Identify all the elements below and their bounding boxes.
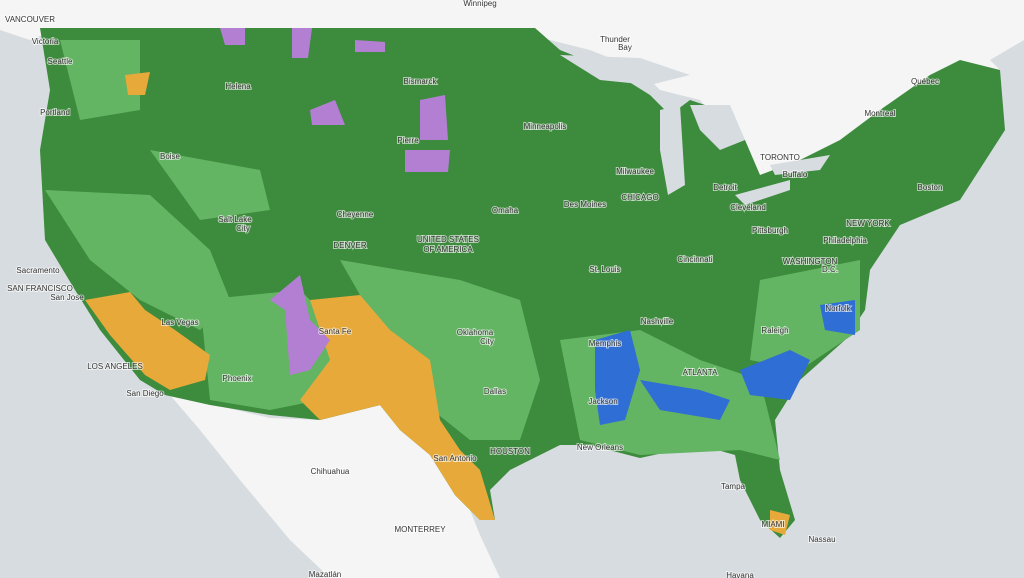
city-label: Salt Lake (218, 215, 252, 224)
city-label: Pierre (397, 136, 419, 145)
city-label: Havana (726, 571, 754, 578)
city-label: HOUSTON (490, 447, 530, 456)
city-label: St. Louis (589, 265, 620, 274)
city-label: VANCOUVER (5, 15, 55, 24)
city-label: Dallas (484, 387, 506, 396)
city-label: Milwaukee (616, 167, 654, 176)
city-label: Las Vegas (161, 318, 198, 327)
city-label: Memphis (589, 339, 621, 348)
city-label: OF AMERICA (423, 245, 473, 254)
city-label: Phoenix (223, 374, 252, 383)
city-label: LOS ANGELES (87, 362, 143, 371)
city-label: NEW YORK (846, 219, 890, 228)
city-labels: VANCOUVER Victoria Seattle Portland Winnipeg… (4, 0, 944, 578)
city-label: City (480, 337, 494, 346)
city-label: Pittsburgh (752, 226, 788, 235)
city-label: DENVER (333, 241, 367, 250)
city-label: Cheyenne (337, 210, 374, 219)
city-label: Oklahoma (457, 328, 494, 337)
city-label: ATLANTA (683, 368, 718, 377)
city-label: Cleveland (730, 203, 766, 212)
city-label: Victoria (32, 37, 59, 46)
great-lakes (560, 55, 830, 205)
city-label: Boise (160, 152, 181, 161)
city-label: Tampa (721, 482, 746, 491)
city-label: MIAMI (761, 520, 784, 529)
city-label: New Orleans (577, 443, 623, 452)
city-label: Norfolk (825, 304, 851, 313)
city-label: Thunder (600, 35, 630, 44)
city-label: San Antonio (433, 454, 477, 463)
orange-regions (85, 72, 790, 535)
city-label: Bay (618, 43, 632, 52)
city-label: Jackson (588, 397, 617, 406)
city-label: San Jose (50, 293, 84, 302)
city-label: Nassau (808, 535, 835, 544)
city-label: Cincinnati (677, 255, 712, 264)
city-label: Québec (911, 77, 939, 86)
city-label: Sacramento (16, 266, 60, 275)
city-label: CHICAGO (621, 193, 658, 202)
city-label: Des Moines (564, 200, 606, 209)
city-label: WASHINGTON (783, 257, 838, 266)
city-label: Detroit (713, 183, 737, 192)
city-label: Santa Fe (319, 327, 352, 336)
city-label: San Diego (126, 389, 164, 398)
mexico-land (170, 395, 500, 578)
city-label: Seattle (48, 57, 73, 66)
purple-regions (220, 28, 450, 375)
city-label: Mazatlán (309, 570, 341, 578)
city-label: TORONTO (760, 153, 800, 162)
city-label: Buffalo (783, 170, 808, 179)
city-label: SAN FRANCISCO (7, 284, 73, 293)
city-label: Portland (40, 108, 70, 117)
city-label: Raleigh (761, 326, 788, 335)
city-label: Helena (225, 82, 251, 91)
city-label: Nashville (641, 317, 674, 326)
city-label: Boston (918, 183, 943, 192)
city-label: Winnipeg (463, 0, 496, 8)
city-label: Chihuahua (311, 467, 350, 476)
city-label: Omaha (492, 206, 519, 215)
city-label: City (236, 224, 250, 233)
canada-land (0, 0, 1024, 175)
city-label: D.C. (822, 265, 838, 274)
city-label: Minneapolis (524, 122, 567, 131)
blue-regions (595, 300, 855, 425)
city-label: Philadelphia (823, 236, 867, 245)
city-label: UNITED STATES (417, 235, 479, 244)
city-label: Montreal (864, 109, 895, 118)
city-label: Bismarck (404, 77, 438, 86)
city-label: MONTERREY (394, 525, 446, 534)
